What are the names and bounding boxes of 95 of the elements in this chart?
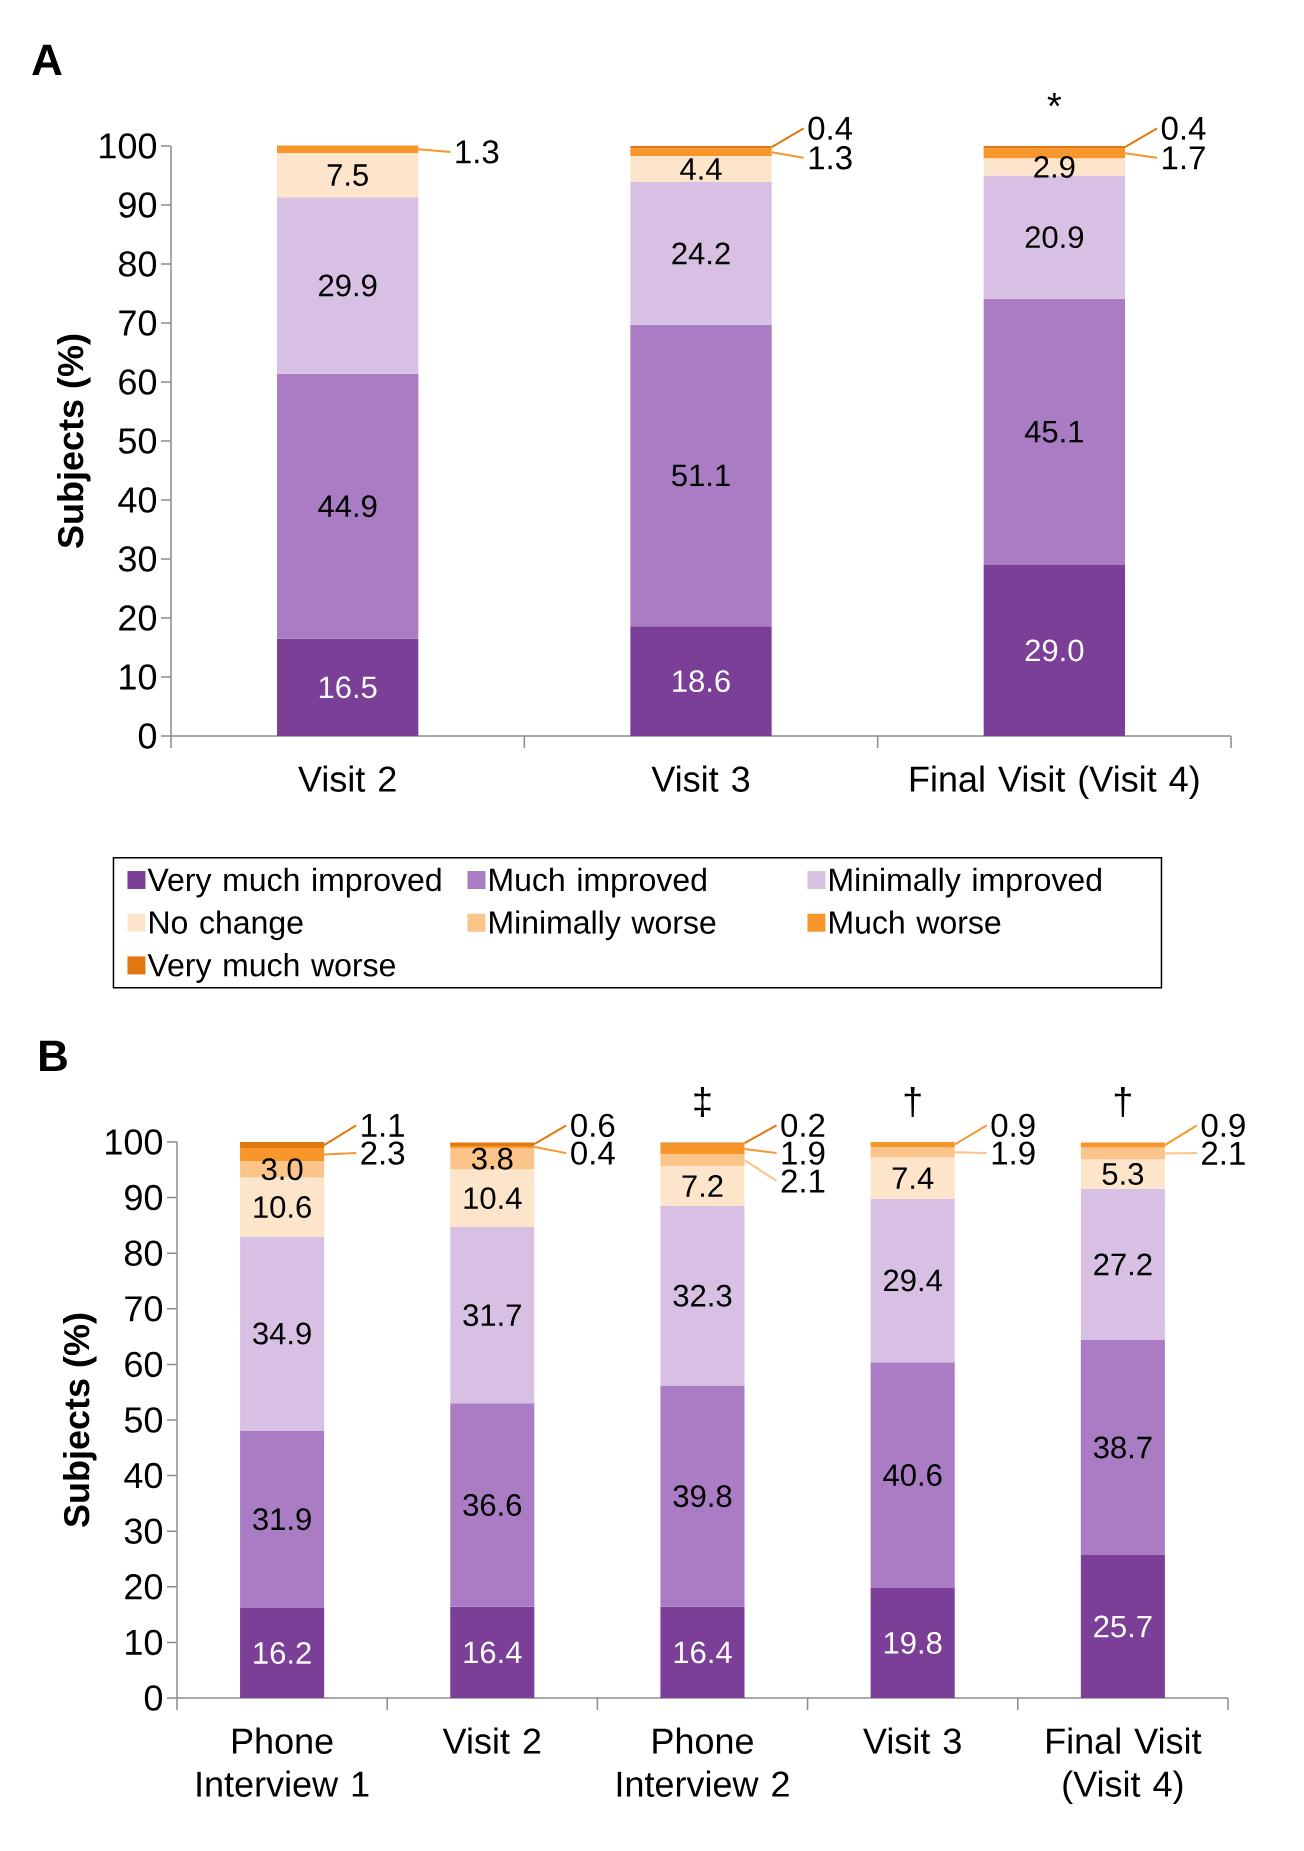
y-tick-label: 30 bbox=[118, 546, 157, 572]
data-label: 16.5 bbox=[319, 676, 377, 699]
data-label: 4.4 bbox=[680, 158, 722, 180]
y-tick-label: 70 bbox=[125, 1296, 163, 1322]
data-label: 29.4 bbox=[884, 1269, 942, 1292]
legend-label: Very much improved bbox=[147, 867, 441, 898]
data-label: 40.6 bbox=[883, 1464, 942, 1487]
data-label: 1.7 bbox=[1163, 146, 1205, 170]
text: A bbox=[32, 44, 62, 76]
legend-label: Very much worse bbox=[147, 953, 395, 983]
data-label: 2.9 bbox=[1034, 155, 1075, 178]
x-tick-label: Final Visit (Visit 4) bbox=[1047, 1727, 1202, 1805]
y-tick-label: 0 bbox=[144, 1685, 163, 1711]
data-label: 7.2 bbox=[682, 1175, 723, 1197]
legend-label: Much worse bbox=[830, 910, 1001, 934]
data-label: 7.4 bbox=[892, 1167, 934, 1189]
data-label: 20.9 bbox=[1025, 226, 1084, 249]
data-label: 27.2 bbox=[1094, 1253, 1152, 1276]
data-label: 31.9 bbox=[253, 1508, 311, 1531]
y-tick-label: 70 bbox=[119, 310, 157, 336]
data-label: 2.3 bbox=[361, 1141, 405, 1165]
data-label: 0.9 bbox=[991, 1113, 1035, 1137]
data-label: 5.3 bbox=[1102, 1162, 1144, 1185]
data-label: 45.1 bbox=[1024, 421, 1083, 443]
data-label: 1.9 bbox=[992, 1141, 1035, 1165]
legend-label: Much improved bbox=[490, 867, 706, 898]
y-tick-label: 0 bbox=[138, 723, 157, 749]
y-tick-label: 90 bbox=[119, 192, 157, 218]
y-tick-label: 20 bbox=[125, 1574, 163, 1600]
y-tick-label: 10 bbox=[126, 1629, 163, 1656]
data-label: 7.5 bbox=[327, 164, 368, 186]
data-label: 1.3 bbox=[456, 140, 499, 164]
legend-label: No change bbox=[150, 910, 303, 941]
data-label: 25.7 bbox=[1094, 1615, 1152, 1638]
data-label: 0.4 bbox=[808, 116, 853, 140]
data-label: 44.9 bbox=[318, 495, 377, 518]
x-tick-label: Visit 2 bbox=[442, 1727, 541, 1754]
x-tick-label: Phone Interview 1 bbox=[197, 1727, 369, 1797]
annotation: ‡ bbox=[694, 1086, 711, 1118]
data-label: 2.1 bbox=[781, 1169, 825, 1193]
x-tick-label: Visit 3 bbox=[863, 1727, 961, 1754]
data-label: 16.4 bbox=[464, 1641, 522, 1664]
x-tick-label: Visit 3 bbox=[651, 765, 750, 792]
y-tick-label: 10 bbox=[120, 664, 157, 690]
data-label: 3.8 bbox=[471, 1147, 513, 1170]
legend-label: Minimally improved bbox=[830, 867, 1101, 898]
data-label: 0.6 bbox=[571, 1113, 615, 1137]
annotation: * bbox=[1047, 92, 1062, 107]
data-label: 29.0 bbox=[1025, 639, 1084, 662]
data-label: 10.6 bbox=[254, 1196, 311, 1219]
data-label: 10.4 bbox=[464, 1187, 522, 1210]
text: B bbox=[40, 1040, 67, 1072]
data-label: 16.2 bbox=[254, 1641, 311, 1664]
x-tick-label: Visit 2 bbox=[298, 765, 396, 792]
data-label: 19.8 bbox=[884, 1631, 942, 1654]
y-tick-label: 100 bbox=[106, 1129, 163, 1155]
data-label: 1.3 bbox=[809, 146, 852, 170]
y-tick-label: 60 bbox=[125, 1351, 163, 1378]
data-label: 16.4 bbox=[674, 1641, 732, 1664]
y-axis-title: Subjects (%) bbox=[56, 334, 91, 548]
y-tick-label: 30 bbox=[124, 1518, 163, 1544]
data-label: 1.1 bbox=[362, 1113, 404, 1137]
data-label: 0.9 bbox=[1201, 1113, 1245, 1137]
data-label: 0.2 bbox=[781, 1113, 825, 1137]
y-tick-label: 80 bbox=[124, 1240, 163, 1266]
data-label: 51.1 bbox=[672, 464, 730, 487]
y-tick-label: 40 bbox=[118, 487, 157, 513]
y-tick-label: 80 bbox=[118, 251, 157, 277]
x-tick-label: Phone Interview 2 bbox=[617, 1727, 789, 1797]
data-label: 39.8 bbox=[673, 1485, 732, 1508]
data-label: 36.6 bbox=[463, 1494, 522, 1517]
annotation: † bbox=[1114, 1086, 1131, 1118]
y-tick-label: 90 bbox=[125, 1184, 163, 1211]
data-label: 3.0 bbox=[261, 1158, 303, 1181]
data-label: 38.7 bbox=[1093, 1436, 1152, 1459]
data-label: 31.7 bbox=[463, 1304, 521, 1327]
data-label: 1.9 bbox=[782, 1141, 825, 1165]
legend-label: Minimally worse bbox=[490, 910, 716, 941]
data-label: 0.4 bbox=[571, 1141, 615, 1165]
data-label: 32.3 bbox=[673, 1284, 732, 1307]
data-label: 29.9 bbox=[319, 274, 377, 297]
y-tick-label: 50 bbox=[124, 1407, 163, 1433]
y-axis-title: Subjects (%) bbox=[62, 1313, 97, 1527]
data-label: 0.4 bbox=[1161, 116, 1206, 140]
x-tick-label: Final Visit (Visit 4) bbox=[910, 765, 1199, 800]
y-tick-label: 50 bbox=[118, 428, 157, 454]
data-label: 18.6 bbox=[673, 670, 730, 693]
data-label: 2.1 bbox=[1202, 1141, 1245, 1165]
y-tick-label: 40 bbox=[124, 1462, 163, 1489]
y-tick-label: 60 bbox=[119, 369, 157, 395]
y-tick-label: 100 bbox=[100, 133, 157, 159]
annotation: † bbox=[904, 1086, 921, 1118]
data-label: 24.2 bbox=[672, 242, 730, 265]
y-tick-label: 20 bbox=[119, 605, 157, 631]
data-label: 34.9 bbox=[253, 1322, 311, 1345]
